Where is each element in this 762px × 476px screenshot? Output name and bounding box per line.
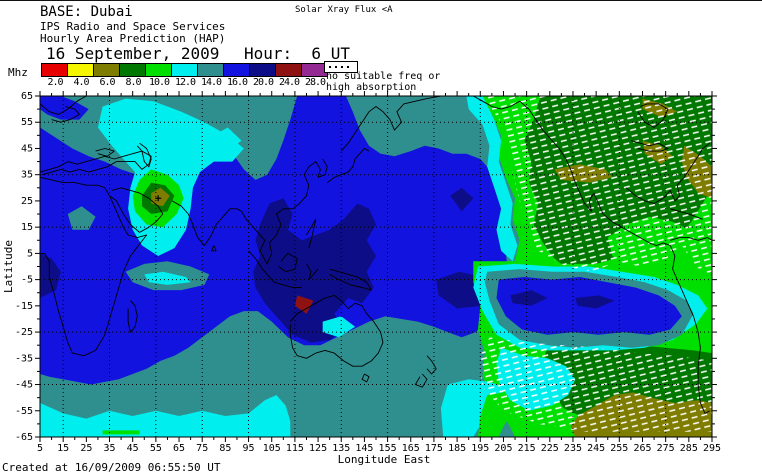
no-freq-note: no suitable freq or high absorption (326, 71, 441, 93)
svg-text:245: 245 (587, 443, 605, 454)
prediction-date: 16 September, 2009 (46, 44, 220, 63)
svg-text:225: 225 (541, 443, 559, 454)
legend-label-4.0: 4.0 (73, 77, 89, 88)
base-station-title: BASE: Dubai (40, 4, 133, 20)
axis-ticks (35, 91, 717, 442)
legend-color-swatches (41, 63, 328, 77)
frequency-legend: Mhz 2.0 4.0 6.0 8.0 10.0 12.0 14.0 16.0 20.0 24.0… (0, 58, 762, 96)
map-region-cyan-central-australia (322, 316, 356, 338)
prediction-hour: Hour: 6 UT (244, 44, 350, 63)
svg-text:25: 25 (21, 196, 33, 207)
map-region-cyan-stripe-ne-pacific (466, 96, 518, 262)
svg-text:-5: -5 (21, 275, 33, 286)
svg-text:175: 175 (425, 443, 443, 454)
x-axis-title: Longitude East (338, 453, 431, 466)
map-region-navy-west-africa (40, 253, 61, 298)
svg-text:35: 35 (103, 443, 115, 454)
svg-text:295: 295 (703, 443, 721, 454)
legend-label-2.0: 2.0 (47, 77, 63, 88)
svg-text:35: 35 (21, 170, 33, 181)
svg-text:-45: -45 (15, 380, 33, 391)
svg-text:255: 255 (610, 443, 628, 454)
legend-label-24.0: 24.0 (278, 77, 300, 88)
map-region-cyan-band-far-south (40, 395, 291, 437)
product-name: Hourly Area Prediction (HAP) (40, 32, 226, 45)
map-region-teal-spot-west-africa (67, 206, 96, 230)
svg-text:-15: -15 (15, 301, 33, 312)
svg-text:15: 15 (21, 222, 33, 233)
svg-text:205: 205 (494, 443, 512, 454)
svg-text:-35: -35 (15, 353, 33, 364)
base-station-marker (155, 195, 162, 202)
absorption-hatch-north-america (482, 96, 712, 277)
map-region-navy-lens-sa-east (575, 295, 615, 309)
legend-label-6.0: 6.0 (99, 77, 115, 88)
svg-text:65: 65 (21, 91, 33, 102)
map-canvas (40, 96, 712, 437)
window-top-border (0, 0, 762, 1)
legend-label-12.0: 12.0 (174, 77, 196, 88)
svg-text:45: 45 (21, 143, 33, 154)
legend-value-labels: 2.0 4.0 6.0 8.0 10.0 12.0 14.0 16.0 20.0 24.0 28.0 (42, 77, 328, 88)
svg-text:235: 235 (564, 443, 582, 454)
svg-text:-25: -25 (15, 327, 33, 338)
svg-text:75: 75 (196, 443, 208, 454)
svg-text:65: 65 (173, 443, 185, 454)
coastlines (40, 96, 712, 414)
map-region-navy-indonesia-australia (253, 198, 376, 343)
graticule-grid (40, 96, 712, 437)
map-region-green-sliver-south (102, 430, 140, 435)
map-region-maroon-nw-australia (294, 295, 314, 314)
dotted-pattern-icon (329, 66, 353, 68)
svg-text:115: 115 (286, 443, 304, 454)
svg-text:215: 215 (518, 443, 536, 454)
svg-text:95: 95 (243, 443, 255, 454)
svg-text:5: 5 (37, 443, 43, 454)
legend-label-14.0: 14.0 (200, 77, 222, 88)
absorption-hatch-south-america (478, 337, 712, 432)
solar-xray-flux-status: Solar Xray Flux <A (295, 5, 393, 15)
svg-text:5: 5 (27, 248, 33, 259)
svg-text:185: 185 (448, 443, 466, 454)
no-freq-dotted-swatch (324, 61, 358, 73)
svg-text:265: 265 (633, 443, 651, 454)
legend-label-16.0: 16.0 (226, 77, 248, 88)
svg-text:85: 85 (219, 443, 231, 454)
map-region-cyan-blob-north-funnel (97, 98, 244, 256)
y-axis-title: Latitude (2, 240, 15, 293)
map-region-navy-lens-sa-west (510, 290, 548, 306)
svg-text:25: 25 (80, 443, 92, 454)
svg-text:-55: -55 (15, 406, 33, 417)
svg-text:195: 195 (471, 443, 489, 454)
svg-text:135: 135 (332, 443, 350, 454)
map-region-cyan-lens-indian-ocean (144, 271, 191, 285)
legend-label-28.0: 28.0 (304, 77, 326, 88)
legend-unit-label: Mhz (8, 66, 28, 79)
created-timestamp: Created at 16/09/2009 06:55:50 UT (2, 461, 221, 474)
axis-tick-labels: 5 15 25 35 45 55 65 75 85 95 105 115 125 135 145 155 165… (15, 91, 721, 454)
map-region-arctic-blue-west (40, 96, 89, 120)
svg-text:105: 105 (263, 443, 281, 454)
map-region-cyan-diamond-central-asia (213, 127, 242, 152)
organisation-name: IPS Radio and Space Services (40, 20, 226, 33)
svg-text:45: 45 (127, 443, 139, 454)
svg-text:275: 275 (657, 443, 675, 454)
svg-text:15: 15 (57, 443, 69, 454)
map-region-navy-diamond-north-pacific (450, 187, 474, 212)
legend-label-8.0: 8.0 (125, 77, 141, 88)
svg-text:55: 55 (150, 443, 162, 454)
svg-text:155: 155 (379, 443, 397, 454)
svg-text:145: 145 (355, 443, 373, 454)
svg-text:165: 165 (402, 443, 420, 454)
svg-text:-65: -65 (15, 432, 33, 443)
legend-label-10.0: 10.0 (148, 77, 170, 88)
svg-text:55: 55 (21, 117, 33, 128)
svg-text:125: 125 (309, 443, 327, 454)
legend-label-20.0: 20.0 (252, 77, 274, 88)
svg-text:285: 285 (680, 443, 698, 454)
